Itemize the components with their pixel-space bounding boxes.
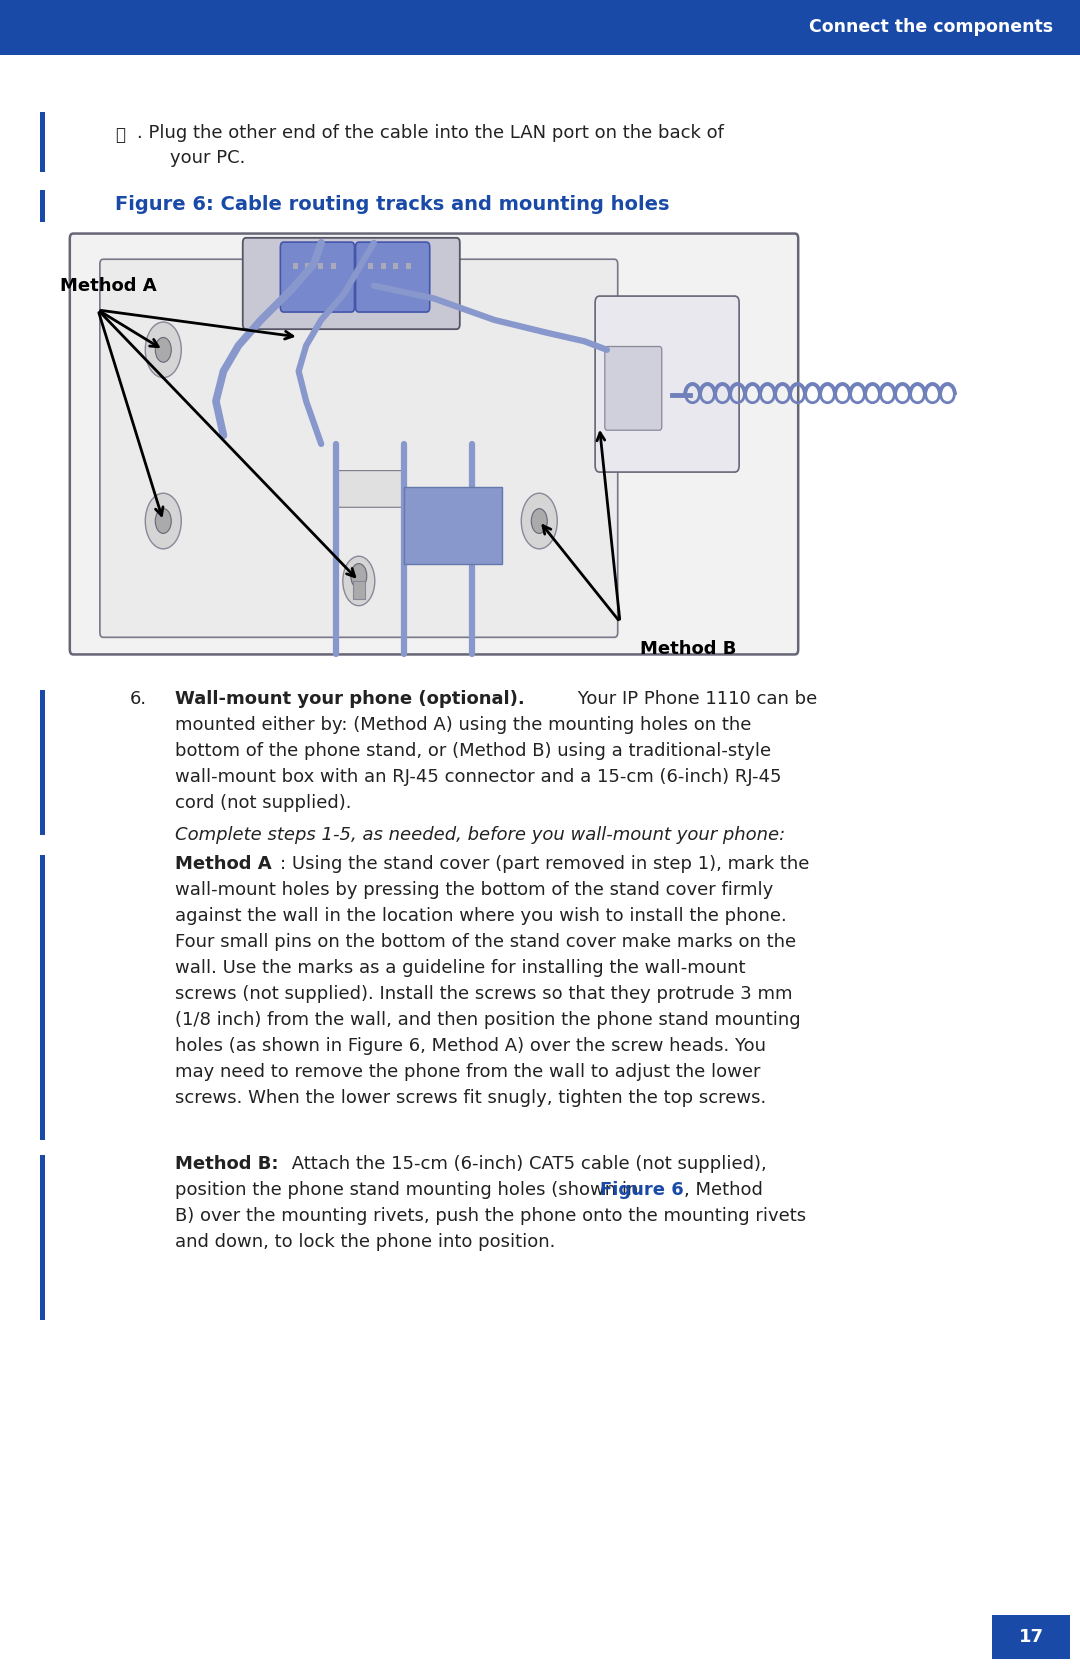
Text: Attach the 15-cm (6-inch) CAT5 cable (not supplied),: Attach the 15-cm (6-inch) CAT5 cable (no… (286, 1155, 767, 1173)
Text: . Plug the other end of the cable into the LAN port on the back of: . Plug the other end of the cable into t… (137, 124, 724, 142)
Text: : Using the stand cover (part removed in step 1), mark the: : Using the stand cover (part removed in… (280, 855, 809, 873)
FancyBboxPatch shape (293, 262, 298, 269)
FancyBboxPatch shape (380, 262, 386, 269)
Circle shape (156, 509, 172, 534)
FancyBboxPatch shape (368, 262, 373, 269)
Circle shape (342, 556, 375, 606)
FancyBboxPatch shape (0, 0, 1080, 55)
Text: Wall-mount your phone (optional).: Wall-mount your phone (optional). (175, 689, 525, 708)
Text: Your IP Phone 1110 can be: Your IP Phone 1110 can be (572, 689, 818, 708)
Text: 17: 17 (1018, 1627, 1043, 1646)
Text: , Method: , Method (684, 1182, 762, 1198)
Text: screws (not supplied). Install the screws so that they protrude 3 mm: screws (not supplied). Install the screw… (175, 985, 793, 1003)
Text: your PC.: your PC. (170, 149, 245, 167)
Text: Method A: Method A (60, 277, 157, 295)
FancyBboxPatch shape (40, 112, 45, 172)
Text: wall-mount holes by pressing the bottom of the stand cover firmly: wall-mount holes by pressing the bottom … (175, 881, 773, 900)
Text: Method A: Method A (175, 855, 272, 873)
FancyBboxPatch shape (993, 1616, 1070, 1659)
Text: and down, to lock the phone into position.: and down, to lock the phone into positio… (175, 1233, 555, 1252)
FancyBboxPatch shape (281, 242, 354, 312)
FancyBboxPatch shape (319, 262, 323, 269)
FancyBboxPatch shape (306, 262, 310, 269)
FancyBboxPatch shape (40, 190, 45, 222)
Text: Method B: Method B (640, 639, 737, 658)
Text: Method B:: Method B: (175, 1155, 279, 1173)
FancyBboxPatch shape (353, 581, 365, 599)
FancyBboxPatch shape (99, 259, 618, 638)
Text: Figure 6: Figure 6 (600, 1182, 684, 1198)
Text: against the wall in the location where you wish to install the phone.: against the wall in the location where y… (175, 906, 786, 925)
Text: may need to remove the phone from the wall to adjust the lower: may need to remove the phone from the wa… (175, 1063, 760, 1082)
Text: Complete steps 1-5, as needed, before you wall-mount your phone:: Complete steps 1-5, as needed, before yo… (175, 826, 785, 845)
FancyBboxPatch shape (70, 234, 798, 654)
FancyBboxPatch shape (243, 239, 460, 329)
Text: 6.: 6. (130, 689, 147, 708)
FancyBboxPatch shape (40, 1155, 45, 1320)
Text: Figure 6: Cable routing tracks and mounting holes: Figure 6: Cable routing tracks and mount… (114, 195, 670, 215)
Circle shape (351, 564, 367, 589)
FancyBboxPatch shape (40, 689, 45, 834)
Text: Connect the components: Connect the components (809, 18, 1053, 37)
Text: bottom of the phone stand, or (Method B) using a traditional-style: bottom of the phone stand, or (Method B)… (175, 743, 771, 759)
Circle shape (146, 322, 181, 377)
Text: wall-mount box with an RJ-45 connector and a 15-cm (6-inch) RJ-45: wall-mount box with an RJ-45 connector a… (175, 768, 782, 786)
Text: (1/8 inch) from the wall, and then position the phone stand mounting: (1/8 inch) from the wall, and then posit… (175, 1011, 800, 1030)
Text: position the phone stand mounting holes (shown in: position the phone stand mounting holes … (175, 1182, 644, 1198)
Text: Four small pins on the bottom of the stand cover make marks on the: Four small pins on the bottom of the sta… (175, 933, 796, 951)
Text: B) over the mounting rivets, push the phone onto the mounting rivets: B) over the mounting rivets, push the ph… (175, 1207, 806, 1225)
FancyBboxPatch shape (355, 242, 430, 312)
Circle shape (531, 509, 548, 534)
FancyBboxPatch shape (330, 262, 336, 269)
FancyBboxPatch shape (404, 487, 502, 564)
Circle shape (522, 494, 557, 549)
Text: mounted either by: (Method A) using the mounting holes on the: mounted either by: (Method A) using the … (175, 716, 752, 734)
FancyBboxPatch shape (605, 347, 662, 431)
Text: wall. Use the marks as a guideline for installing the wall-mount: wall. Use the marks as a guideline for i… (175, 960, 745, 976)
FancyBboxPatch shape (406, 262, 411, 269)
FancyBboxPatch shape (334, 471, 406, 507)
FancyBboxPatch shape (393, 262, 399, 269)
Text: cord (not supplied).: cord (not supplied). (175, 794, 351, 813)
Circle shape (156, 337, 172, 362)
FancyBboxPatch shape (40, 855, 45, 1140)
Text: holes (as shown in Figure 6, Method A) over the screw heads. You: holes (as shown in Figure 6, Method A) o… (175, 1036, 766, 1055)
Text: screws. When the lower screws fit snugly, tighten the top screws.: screws. When the lower screws fit snugly… (175, 1088, 766, 1107)
Circle shape (146, 494, 181, 549)
Text: ⎙: ⎙ (114, 125, 125, 144)
FancyBboxPatch shape (595, 295, 739, 472)
